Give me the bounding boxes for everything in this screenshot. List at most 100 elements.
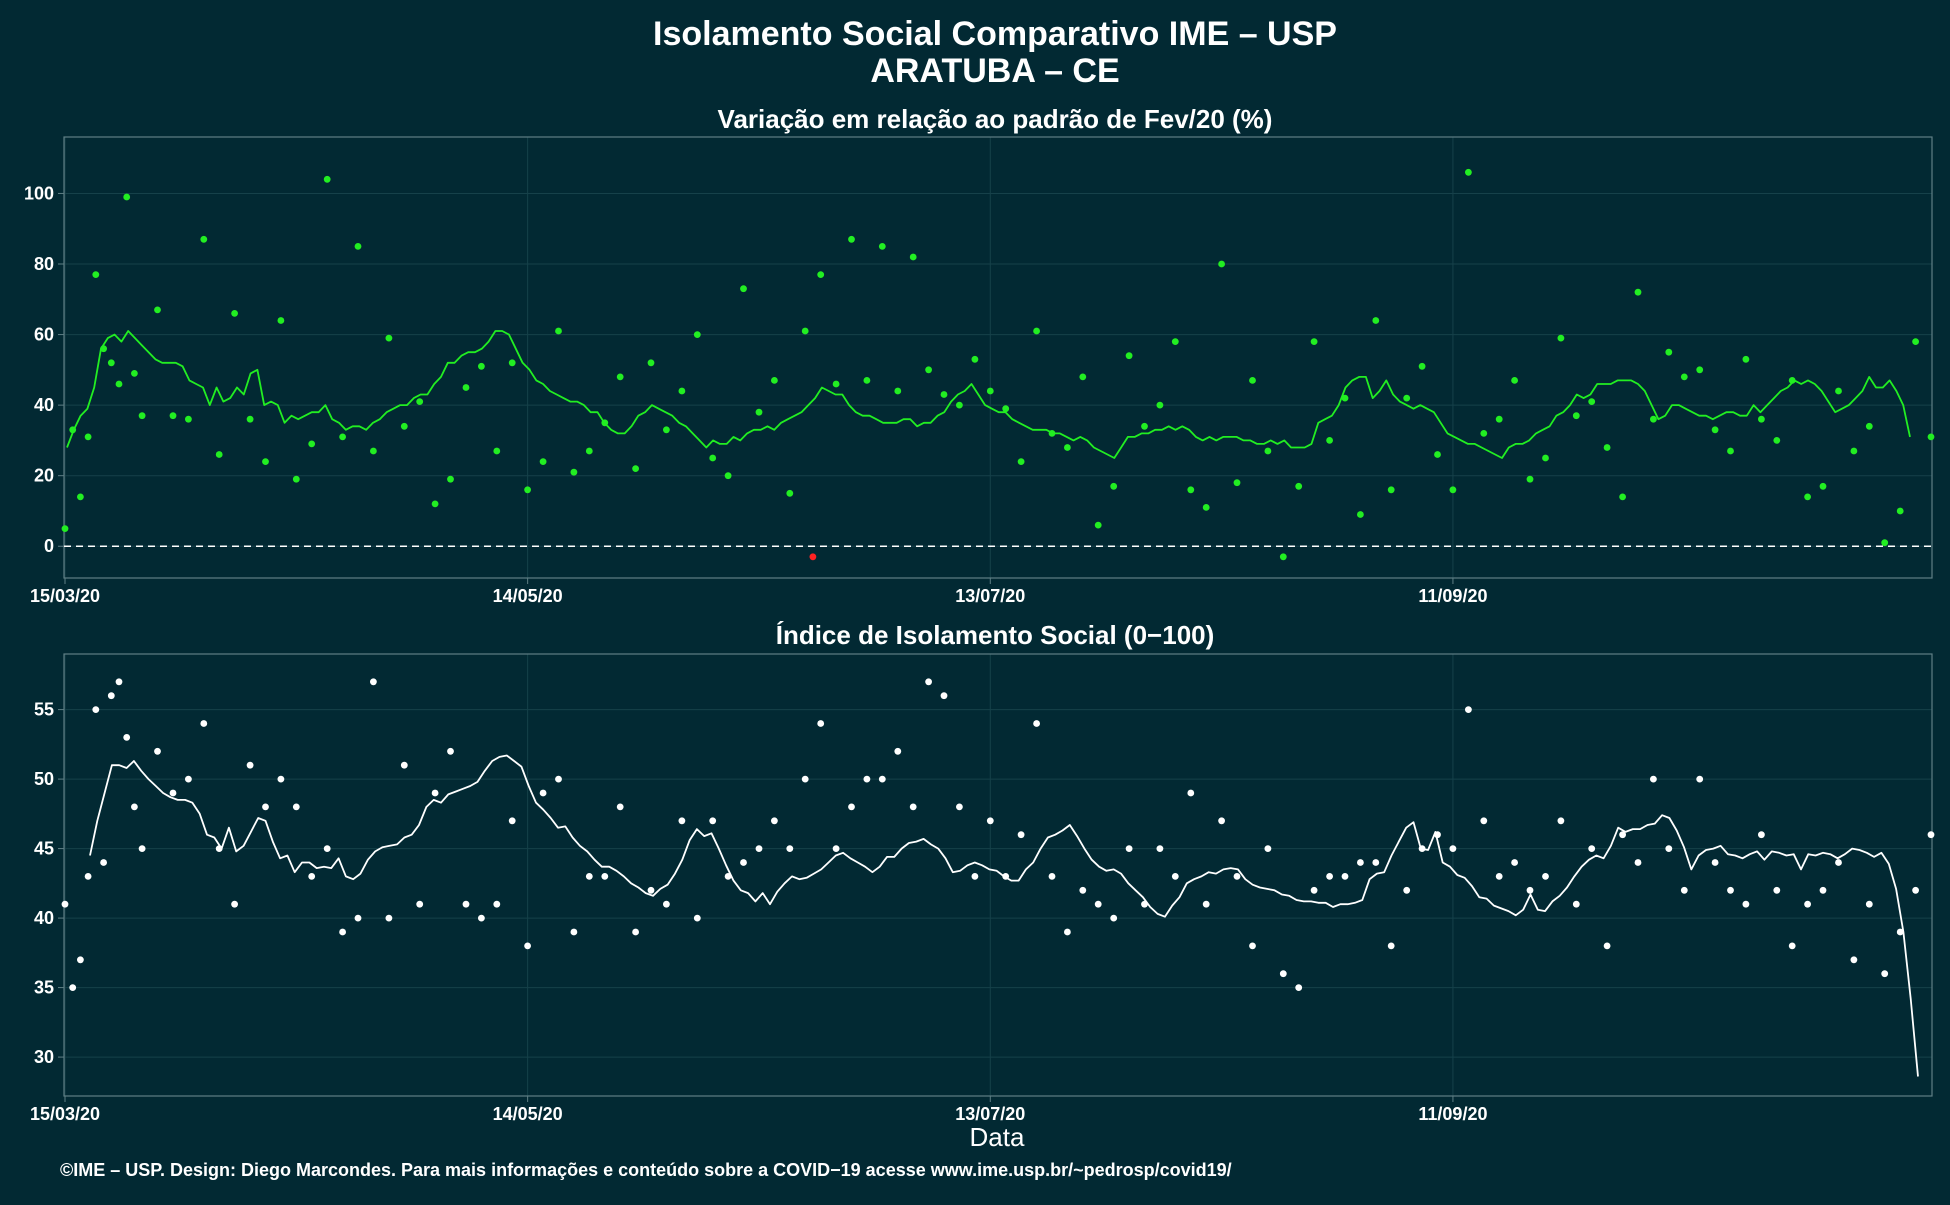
index-data-point xyxy=(1619,831,1626,839)
index-data-point xyxy=(1064,928,1071,936)
variation-data-point xyxy=(478,362,485,370)
index-data-point xyxy=(1680,886,1688,894)
index-data-point xyxy=(115,678,123,686)
variation-data-point xyxy=(1526,475,1534,483)
variation-data-point xyxy=(1912,338,1919,345)
index-data-point xyxy=(77,956,84,964)
variation-data-point xyxy=(1850,447,1858,455)
index-data-point xyxy=(1017,831,1025,839)
index-data-point xyxy=(740,859,747,866)
variation-data-point xyxy=(246,415,254,423)
index-data-point xyxy=(1387,942,1395,950)
variation-data-point xyxy=(84,433,92,441)
variation-data-point xyxy=(416,398,424,405)
index-data-point xyxy=(1048,873,1056,880)
index-data-point xyxy=(1511,859,1518,866)
index-data-point xyxy=(616,803,624,811)
index-data-point xyxy=(478,914,485,922)
variation-data-point xyxy=(154,306,161,314)
variation-data-point xyxy=(185,415,192,423)
variation-data-point xyxy=(678,387,686,395)
variation-data-point xyxy=(724,472,732,480)
variation-y-tick-label: 20 xyxy=(34,466,54,486)
variation-data-point xyxy=(215,451,223,458)
variation-data-point xyxy=(1495,415,1503,423)
variation-data-point xyxy=(1310,338,1318,345)
variation-data-point xyxy=(1927,433,1935,441)
variation-data-point xyxy=(1804,493,1811,501)
index-y-tick-label: 40 xyxy=(34,908,54,928)
variation-data-point xyxy=(1819,482,1827,490)
index-data-point xyxy=(956,803,963,811)
index-data-point xyxy=(416,900,424,908)
index-data-point xyxy=(1850,956,1858,964)
index-data-point xyxy=(1465,706,1472,713)
index-data-point xyxy=(462,900,470,908)
index-data-point xyxy=(1202,900,1210,908)
variation-data-point xyxy=(940,391,948,398)
index-data-point xyxy=(585,873,593,880)
index-data-point xyxy=(339,928,346,936)
index-data-point xyxy=(1711,859,1719,866)
variation-data-point xyxy=(1865,422,1873,430)
variation-data-point xyxy=(447,475,454,483)
variation-data-point xyxy=(1357,511,1364,518)
index-data-point xyxy=(1310,886,1318,894)
variation-y-tick-label: 100 xyxy=(24,183,54,203)
index-data-point xyxy=(647,886,655,894)
index-data-point xyxy=(817,720,825,727)
index-data-point xyxy=(123,734,131,741)
index-y-tick-label: 30 xyxy=(34,1047,54,1067)
variation-data-point xyxy=(200,235,208,243)
variation-data-point xyxy=(370,447,377,455)
chart-location: ARATUBA – CE xyxy=(870,52,1119,90)
variation-data-point xyxy=(1326,437,1333,444)
variation-data-point xyxy=(848,235,855,243)
index-data-point xyxy=(1650,775,1657,783)
index-y-tick-label: 45 xyxy=(34,839,54,859)
variation-negative-point xyxy=(809,553,817,561)
index-data-point xyxy=(663,900,670,908)
variation-data-point xyxy=(1295,482,1303,490)
variation-data-point xyxy=(1727,447,1734,455)
variation-data-point xyxy=(1002,405,1010,413)
variation-data-point xyxy=(92,271,100,278)
variation-data-point xyxy=(262,458,269,465)
index-data-point xyxy=(92,706,100,713)
variation-panel-border xyxy=(63,136,1933,579)
index-data-point xyxy=(786,845,794,852)
index-data-point xyxy=(755,845,763,852)
variation-data-point xyxy=(77,493,84,501)
variation-data-point xyxy=(339,433,346,441)
variation-y-tick-label: 80 xyxy=(34,254,54,274)
variation-data-point xyxy=(1634,288,1642,296)
variation-data-point xyxy=(1249,377,1256,384)
index-data-point xyxy=(1295,984,1303,991)
index-data-point xyxy=(1927,831,1935,839)
index-data-point xyxy=(1758,831,1765,839)
index-data-point xyxy=(447,747,454,755)
index-data-point xyxy=(986,817,994,825)
variation-y-tick-label: 40 xyxy=(34,395,54,415)
index-data-point xyxy=(524,942,531,950)
variation-data-point xyxy=(925,366,932,374)
index-data-point xyxy=(169,789,177,797)
index-data-point xyxy=(323,845,331,852)
variation-data-point xyxy=(956,401,963,409)
index-data-point xyxy=(1835,859,1842,866)
index-data-point xyxy=(262,803,269,811)
index-data-point xyxy=(1480,817,1488,825)
index-data-point xyxy=(185,775,192,783)
variation-data-point xyxy=(986,387,994,395)
variation-data-point xyxy=(308,440,316,448)
variation-data-point xyxy=(1418,362,1426,370)
variation-data-point xyxy=(493,447,501,455)
index-data-point xyxy=(1773,886,1781,894)
index-data-point xyxy=(138,845,146,852)
index-data-point xyxy=(1341,873,1349,880)
index-data-point xyxy=(940,692,948,700)
variation-y-tick-label: 0 xyxy=(44,536,54,556)
index-x-tick-label: 13/07/20 xyxy=(955,1104,1025,1124)
variation-data-point xyxy=(115,380,123,388)
index-y-tick-label: 55 xyxy=(34,700,54,720)
